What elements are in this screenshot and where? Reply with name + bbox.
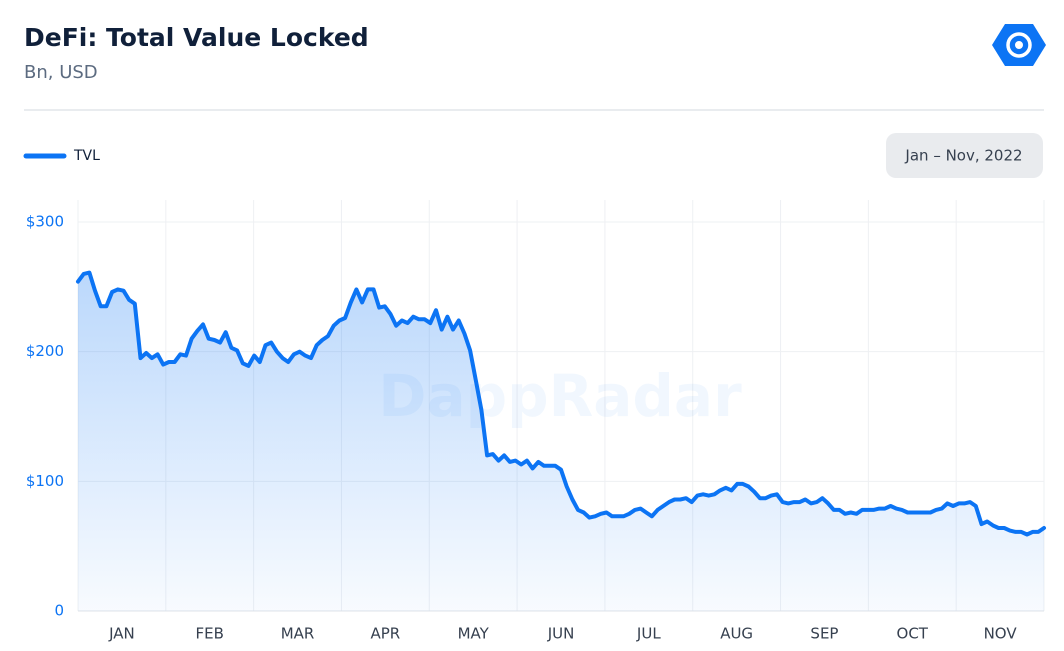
y-tick-label: 0 xyxy=(54,602,64,620)
x-tick-label: MAR xyxy=(281,625,315,643)
y-tick-label: $100 xyxy=(26,472,64,490)
chart-title: DeFi: Total Value Locked xyxy=(24,23,369,52)
x-tick-label: SEP xyxy=(810,625,838,643)
x-tick-label: NOV xyxy=(984,625,1018,643)
date-range-button[interactable] xyxy=(886,133,1043,178)
x-tick-label: APR xyxy=(370,625,400,643)
area xyxy=(78,272,1044,611)
x-tick-label: JUN xyxy=(547,625,575,643)
x-tick-label: JAN xyxy=(108,625,135,643)
date-range-label[interactable]: Jan – Nov, 2022 xyxy=(904,147,1022,165)
x-tick-label: OCT xyxy=(897,625,929,643)
line xyxy=(76,270,1046,537)
watermark: DappRadar xyxy=(378,362,742,430)
legend-label: TVL xyxy=(73,148,100,164)
x-tick-label: AUG xyxy=(720,625,753,643)
y-tick-label: $300 xyxy=(26,213,64,231)
logo xyxy=(992,24,1046,66)
x-tick-label: MAY xyxy=(458,625,490,643)
x-tick-label: JUL xyxy=(636,625,661,643)
chart-subtitle: Bn, USD xyxy=(24,62,98,83)
x-tick-label: FEB xyxy=(196,625,224,643)
plot xyxy=(76,200,1046,612)
y-tick-label: $200 xyxy=(26,342,64,360)
